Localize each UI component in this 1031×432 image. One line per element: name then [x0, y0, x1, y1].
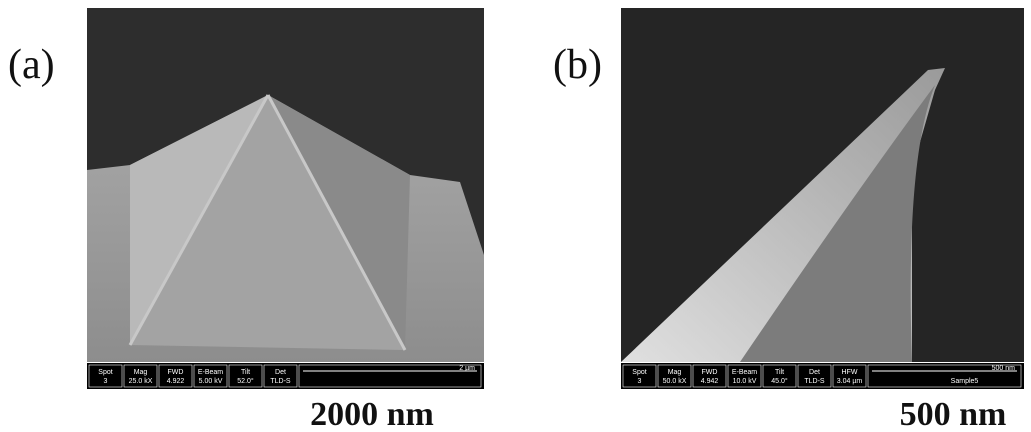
- info-key: Det: [809, 369, 820, 376]
- info-value: 4.922: [167, 378, 185, 385]
- info-bar: [621, 363, 1024, 389]
- page: (a) (b) 2000 nm 500 nm Spot 3 Mag 25.0 kX FW…: [0, 0, 1031, 432]
- info-value: 25.0 kX: [129, 378, 153, 385]
- figure: (a) (b) 2000 nm 500 nm Spot 3 Mag 25.0 kX FW…: [0, 0, 1031, 432]
- info-key: E-Beam: [198, 369, 223, 376]
- info-key: Mag: [668, 369, 682, 376]
- info-value: TLD-S: [270, 378, 291, 385]
- sem-image-a: [87, 8, 484, 362]
- info-value: 50.0 kX: [663, 378, 687, 385]
- scale-caption: 500 nm: [900, 396, 1007, 432]
- sample-name: Sample5: [951, 378, 979, 385]
- info-bar: [87, 363, 484, 389]
- info-key: FWD: [702, 369, 718, 376]
- info-value: 52.0°: [237, 377, 254, 385]
- info-value: 5.00 kV: [199, 378, 223, 385]
- info-key: Tilt: [775, 369, 784, 376]
- info-value: 3: [104, 378, 108, 385]
- scale-caption: 2000 nm: [310, 396, 434, 432]
- panel-label: (a): [8, 42, 55, 88]
- info-value: 4.942: [701, 378, 719, 385]
- bar-scale: 2 µm: [459, 365, 475, 372]
- info-key: Tilt: [241, 369, 250, 376]
- info-key: Det: [275, 369, 286, 376]
- info-value: 3: [638, 378, 642, 385]
- info-value: 10.0 kV: [733, 378, 757, 385]
- info-key: Spot: [98, 369, 112, 376]
- panel-label: (b): [553, 42, 602, 88]
- info-key: Mag: [134, 369, 148, 376]
- info-value: TLD-S: [804, 378, 825, 385]
- info-key: FWD: [168, 369, 184, 376]
- info-value: 45.0°: [771, 377, 788, 385]
- info-value: 3.04 µm: [837, 378, 863, 385]
- bar-scale: 500 nm: [992, 365, 1016, 372]
- info-key: E-Beam: [732, 369, 757, 376]
- sem-image-b: [621, 8, 1024, 362]
- info-key: HFW: [842, 369, 858, 376]
- info-key: Spot: [632, 369, 646, 376]
